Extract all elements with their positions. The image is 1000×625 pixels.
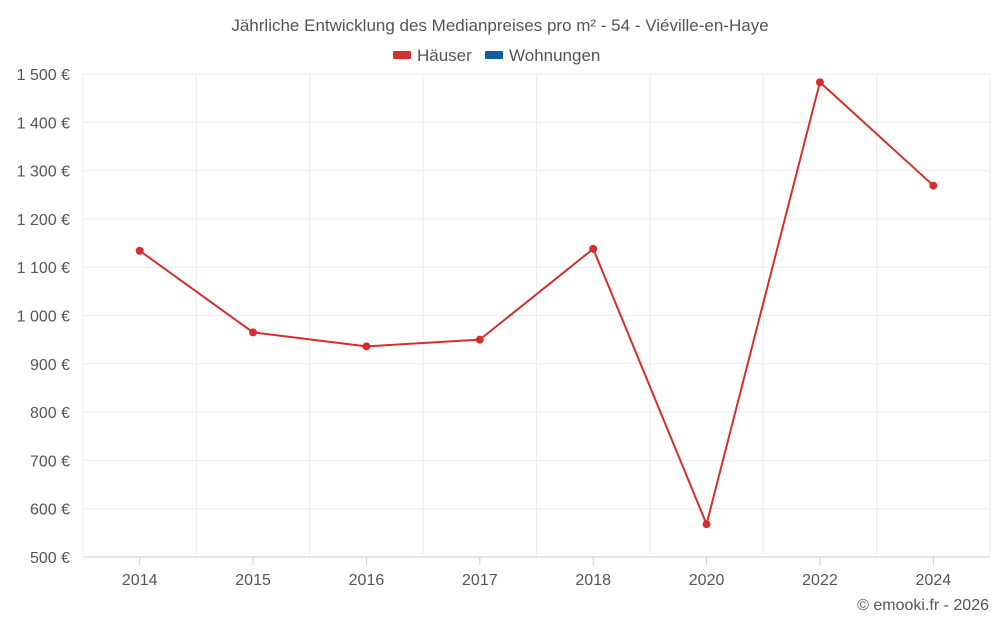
y-tick-label: 1 100 € <box>17 260 70 277</box>
y-tick-label: 1 200 € <box>17 212 70 229</box>
data-point-2024[interactable] <box>929 181 938 190</box>
credit-text: © emooki.fr - 2026 <box>857 597 989 614</box>
legend-label-apartments: Wohnungen <box>509 46 600 65</box>
y-tick-label: 700 € <box>30 453 70 470</box>
y-tick-label: 600 € <box>30 502 70 519</box>
y-tick-label: 500 € <box>30 550 70 567</box>
x-tick-label: 2020 <box>689 572 725 589</box>
series <box>135 78 938 529</box>
chart-title: Jährliche Entwicklung des Medianpreises … <box>231 16 768 35</box>
series-line-0 <box>138 81 935 526</box>
legend-label-houses: Häuser <box>417 46 472 65</box>
legend-item-houses[interactable]: Häuser <box>393 46 472 65</box>
legend-swatch-houses <box>393 51 411 59</box>
data-point-2020[interactable] <box>702 520 711 529</box>
y-tick-label: 1 000 € <box>17 309 70 326</box>
data-point-2014[interactable] <box>135 246 144 255</box>
axes: 500 € 600 € 700 € 800 € 900 € 1 000 € 1 100 € 1… <box>17 67 952 589</box>
y-tick-label: 1 400 € <box>17 115 70 132</box>
data-point-2016[interactable] <box>362 342 371 351</box>
x-tick-label: 2017 <box>462 572 498 589</box>
legend-swatch-apartments <box>485 51 503 59</box>
data-point-2015[interactable] <box>249 328 258 337</box>
grid <box>82 73 991 558</box>
x-tick-label: 2015 <box>235 572 271 589</box>
x-tick-label: 2016 <box>349 572 385 589</box>
y-tick-label: 1 300 € <box>17 164 70 181</box>
y-tick-label: 1 500 € <box>17 67 70 84</box>
legend-item-apartments[interactable]: Wohnungen <box>485 46 600 65</box>
data-point-2017[interactable] <box>475 335 484 344</box>
data-point-2022[interactable] <box>815 78 824 87</box>
x-tick-label: 2022 <box>802 572 838 589</box>
y-tick-label: 800 € <box>30 405 70 422</box>
data-point-2018[interactable] <box>589 244 598 253</box>
legend: Häuser Wohnungen <box>393 46 600 65</box>
y-tick-label: 900 € <box>30 357 70 374</box>
x-tick-label: 2014 <box>122 572 158 589</box>
x-tick-label: 2018 <box>575 572 611 589</box>
x-tick-label: 2024 <box>916 572 952 589</box>
